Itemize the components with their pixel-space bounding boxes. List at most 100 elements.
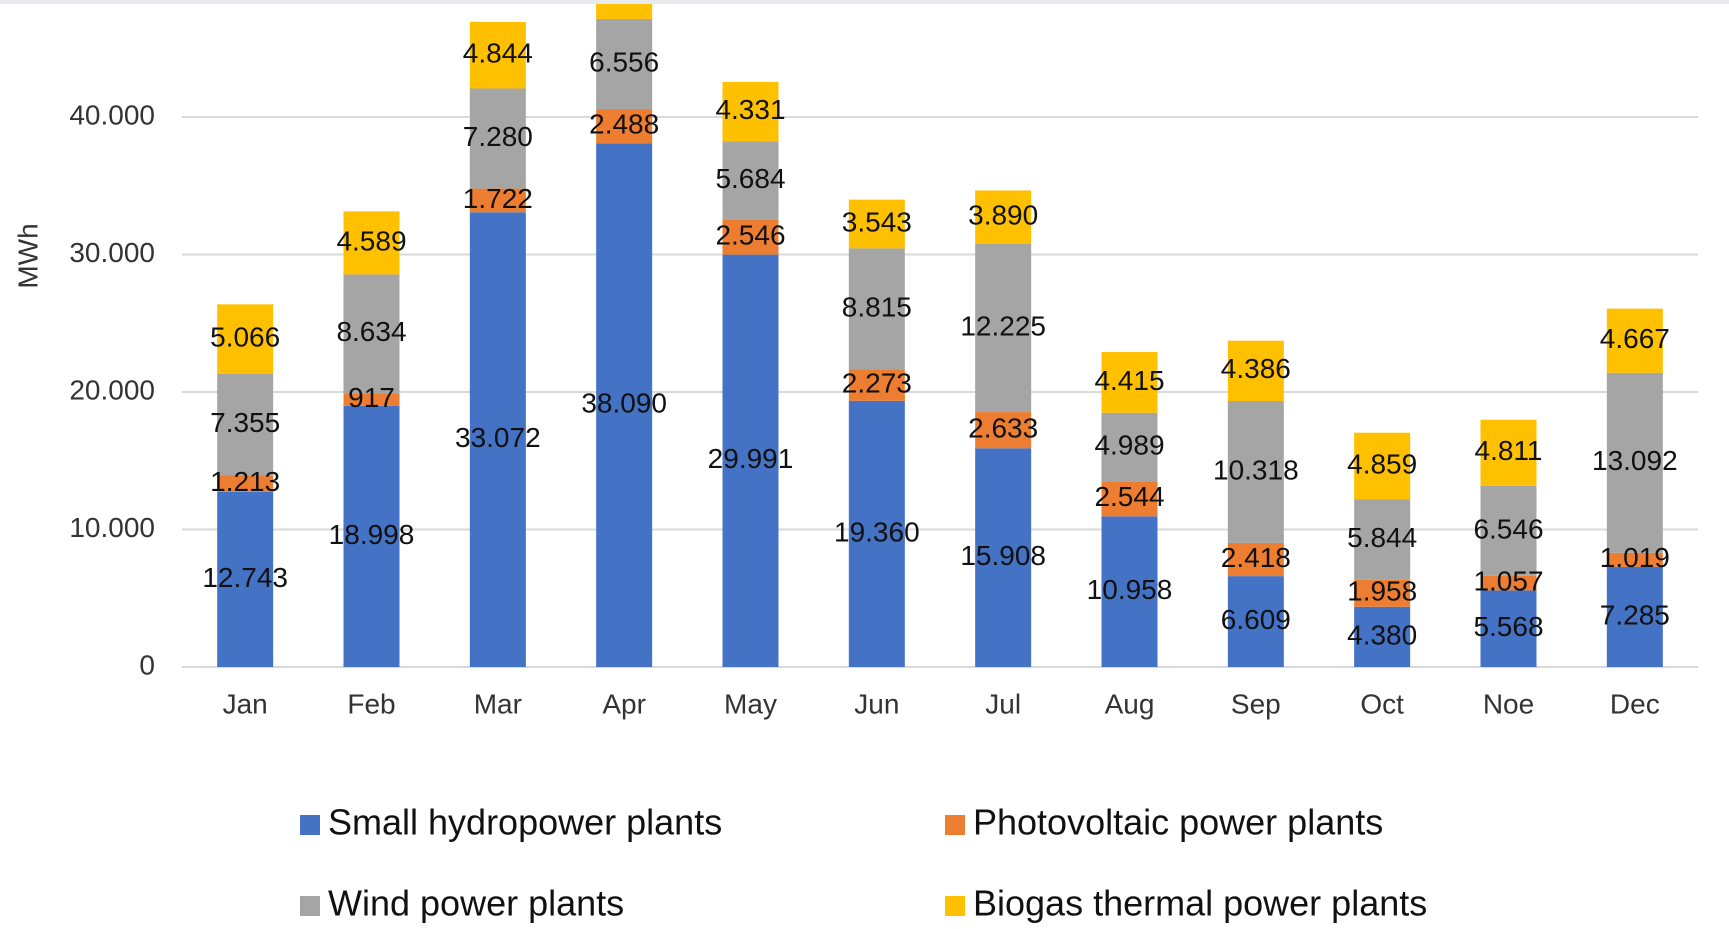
x-tick-label: Jan [223, 688, 268, 719]
data-label: 13.092 [1592, 445, 1678, 476]
y-axis-label: MWh [12, 223, 43, 288]
x-tick-label: Jun [854, 688, 899, 719]
y-tick-label: 30.000 [69, 237, 155, 268]
data-label: 10.958 [1087, 574, 1173, 605]
legend-swatch [945, 815, 965, 835]
bar-segment [343, 211, 400, 275]
data-label: 29.991 [708, 443, 794, 474]
bar-segment [1227, 542, 1284, 577]
bar-segment [1101, 352, 1158, 413]
bar-segment [1227, 576, 1284, 667]
data-label: 1.019 [1600, 542, 1670, 573]
data-label: 2.273 [842, 368, 912, 399]
bar-segment [1606, 308, 1663, 373]
bar-segment [1227, 401, 1284, 543]
bar-segment [596, 143, 653, 667]
data-label: 8.634 [336, 316, 406, 347]
data-label: 15.908 [960, 540, 1046, 571]
bar-segment [596, 109, 653, 144]
y-tick-label: 40.000 [69, 99, 155, 130]
bar-segment [343, 405, 400, 667]
bar-segment [217, 475, 274, 492]
bar-segment [469, 88, 526, 189]
bar-segment [217, 373, 274, 476]
bar-segment [1480, 419, 1537, 486]
data-label: 4.844 [463, 38, 533, 69]
legend-swatch [300, 896, 320, 916]
data-label: 1.213 [210, 466, 280, 497]
bar-segment [848, 369, 905, 401]
x-tick-label: Oct [1360, 688, 1404, 719]
data-label: 38.090 [581, 388, 667, 419]
x-tick-label: Noe [1483, 688, 1534, 719]
bar-segment [1101, 481, 1158, 517]
data-label: 6.546 [1473, 513, 1543, 544]
bar-segment [469, 21, 526, 89]
data-label: 4.589 [336, 225, 406, 256]
bar-segment [217, 491, 274, 667]
data-label: 6.556 [589, 46, 659, 77]
data-label: 4.989 [1094, 429, 1164, 460]
bar-segment [848, 400, 905, 667]
legend-swatch [945, 896, 965, 916]
data-label: 7.280 [463, 121, 533, 152]
data-label: 1.057 [1473, 566, 1543, 597]
data-label: 4.331 [715, 94, 785, 125]
data-label: 1.722 [463, 183, 533, 214]
data-label: 12.743 [202, 562, 288, 593]
data-label: 917 [348, 382, 395, 413]
data-label: 4.380 [1347, 619, 1417, 650]
data-label: 7.355 [210, 407, 280, 438]
bar-segment [848, 199, 905, 249]
bar-segment [1606, 566, 1663, 667]
data-label: 5.568 [1473, 611, 1543, 642]
data-label: 8.815 [842, 291, 912, 322]
data-label: 18.998 [329, 519, 415, 550]
legend-swatch [300, 815, 320, 835]
data-label: 5.844 [1347, 522, 1417, 553]
x-tick-label: Apr [602, 688, 646, 719]
data-label: 4.811 [1475, 435, 1543, 466]
bar-segment [722, 81, 779, 142]
top-band [0, 0, 1729, 4]
bar-segment [217, 304, 274, 374]
bar-segment [1354, 579, 1411, 607]
bar-segment [848, 248, 905, 370]
legend-label: Wind power plants [328, 883, 624, 924]
data-label: 2.633 [968, 413, 1038, 444]
legend-label: Small hydropower plants [328, 802, 722, 843]
x-tick-label: Aug [1105, 688, 1155, 719]
bar-segment [596, 4, 653, 19]
data-label: 4.667 [1600, 323, 1670, 354]
bar-segment [1480, 485, 1537, 576]
legend-label: Biogas thermal power plants [973, 883, 1427, 924]
data-label: 5.066 [210, 322, 280, 353]
bar-segment [722, 219, 779, 255]
data-label: 12.225 [960, 310, 1046, 341]
bar-segment [469, 212, 526, 667]
bar-segment [343, 274, 400, 394]
data-label: 2.418 [1221, 542, 1291, 573]
y-tick-label: 0 [139, 649, 155, 680]
x-tick-label: Dec [1610, 688, 1660, 719]
x-tick-label: Jul [985, 688, 1021, 719]
bar-segment [975, 412, 1032, 449]
data-label: 2.546 [715, 220, 785, 251]
bar-segment [1354, 606, 1411, 667]
x-tick-label: Feb [347, 688, 395, 719]
bar-segment [343, 393, 400, 406]
bar-segment [975, 243, 1032, 413]
data-label: 4.415 [1094, 365, 1164, 396]
data-label: 19.360 [834, 516, 920, 547]
bar-segment [722, 141, 779, 220]
x-tick-label: Sep [1231, 688, 1281, 719]
bar-segment [596, 18, 653, 110]
bar-segment [1354, 432, 1411, 500]
bar-segment [1480, 590, 1537, 667]
bar-segment [1101, 516, 1158, 667]
data-label: 5.684 [715, 163, 785, 194]
data-label: 2.544 [1094, 481, 1164, 512]
y-tick-label: 10.000 [69, 512, 155, 543]
x-tick-label: Mar [474, 688, 522, 719]
